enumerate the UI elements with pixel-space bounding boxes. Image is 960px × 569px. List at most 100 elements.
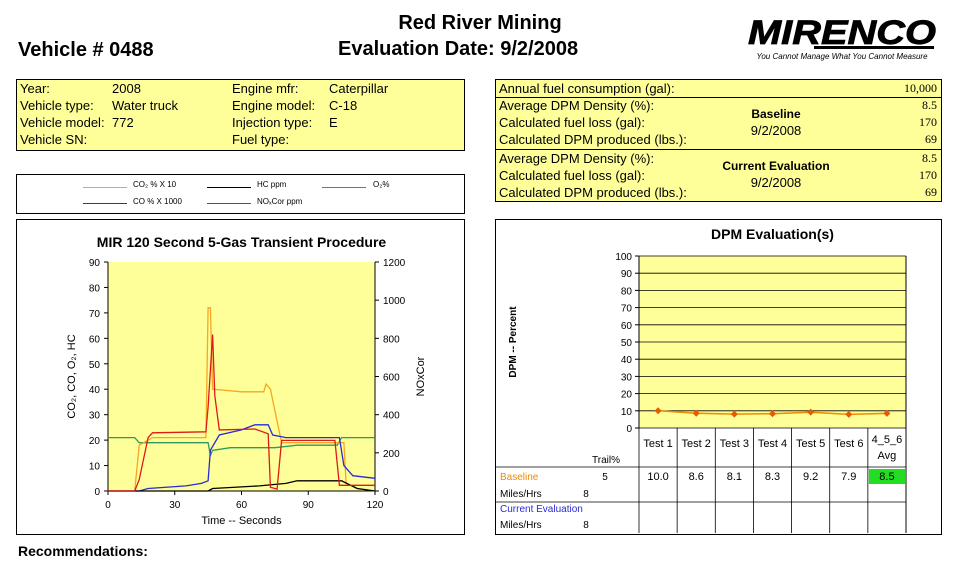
- baseline-point: [654, 407, 662, 415]
- y2-axis-label: NOxCor: [415, 356, 427, 396]
- avg-highlight: [868, 469, 905, 484]
- legend-label-hc: HC ppm: [257, 180, 287, 189]
- y2-tick-label: 400: [383, 411, 400, 422]
- x-tick-label: 90: [303, 500, 315, 511]
- current-section: Average DPM Density (%): 8.5 Calculated f…: [496, 150, 941, 202]
- vehicle-model-label: Vehicle model:: [20, 115, 105, 130]
- trail-label: Trail%: [592, 455, 620, 466]
- vehicle-number: Vehicle # 0488: [18, 39, 154, 61]
- current-loss-value: 170: [919, 168, 937, 182]
- y2-tick-label: 0: [383, 487, 389, 498]
- y-tick-label: 30: [89, 411, 101, 422]
- baseline-produced-label: Calculated DPM produced (lbs.):: [499, 132, 687, 147]
- y2-tick-label: 1200: [383, 258, 406, 269]
- baseline-value: 8.6: [689, 471, 704, 483]
- injection-type-value: E: [329, 115, 338, 130]
- series-line-nox: [108, 334, 375, 492]
- baseline-section: Average DPM Density (%): 8.5 Calculated f…: [496, 97, 941, 150]
- legend-swatch-co: [83, 203, 127, 204]
- vehicle-type-value: Water truck: [112, 98, 178, 113]
- category-label: Test 2: [682, 438, 711, 450]
- current-miles-label: Miles/Hrs: [500, 520, 542, 531]
- y-tick-label: 100: [615, 252, 632, 263]
- y-tick-label: 50: [621, 338, 633, 349]
- baseline-value: 8.1: [727, 471, 742, 483]
- x-axis-label: Time -- Seconds: [201, 515, 282, 527]
- current-miles-value: 8: [583, 520, 589, 531]
- baseline-produced-value: 69: [925, 132, 937, 146]
- baseline-trail: 5: [602, 472, 608, 483]
- category-label: 4_5_6: [872, 434, 903, 446]
- legend-swatch-o2: [322, 187, 366, 188]
- y2-tick-label: 200: [383, 449, 400, 460]
- current-label: Current Evaluation: [500, 504, 583, 515]
- baseline-date: 9/2/2008: [750, 123, 802, 138]
- dpm-evaluation-chart-panel: DPM Evaluation(s) 0 10 20 30 40 50 60 70 80 90 100 D…: [495, 219, 942, 535]
- baseline-miles-label: Miles/Hrs: [500, 489, 542, 500]
- baseline-density-label: Average DPM Density (%):: [499, 98, 655, 113]
- y-tick-label: 60: [89, 334, 101, 345]
- mirenco-logo: MIRENCO: [748, 14, 937, 53]
- injection-type-label: Injection type:: [232, 115, 313, 130]
- category-label: Test 4: [758, 438, 787, 450]
- baseline-point: [769, 410, 776, 418]
- y-tick-label: 70: [89, 309, 101, 320]
- current-produced-value: 69: [925, 185, 937, 199]
- x-tick-label: 120: [367, 500, 384, 511]
- y-tick-label: 60: [621, 321, 633, 332]
- category-label: Test 3: [720, 438, 749, 450]
- y-tick-label: 40: [621, 355, 633, 366]
- y2-tick-label: 1000: [383, 296, 406, 307]
- logo-text: MIRENCO: [748, 14, 936, 52]
- current-produced-label: Calculated DPM produced (lbs.):: [499, 185, 687, 200]
- engine-mfr-label: Engine mfr:: [232, 81, 299, 96]
- legend-label-co2: CO₂ % X 10: [133, 180, 177, 189]
- logo-tagline: You Cannot Manage What You Cannot Measur…: [756, 52, 928, 61]
- baseline-loss-value: 170: [919, 115, 937, 129]
- chart2-title: DPM Evaluation(s): [711, 226, 834, 242]
- category-label: Avg: [878, 450, 897, 462]
- vehicle-info-panel: Year: 2008 Vehicle type: Water truck Veh…: [16, 79, 465, 151]
- baseline-value: 8.5: [879, 471, 894, 483]
- y-tick-label: 20: [621, 390, 633, 401]
- baseline-point: [883, 409, 891, 417]
- baseline-value: 10.0: [647, 471, 668, 483]
- engine-model-value: C-18: [329, 98, 358, 113]
- legend-swatch-nox: [207, 203, 251, 204]
- engine-model-label: Engine model:: [232, 98, 316, 113]
- y-axis-label: DPM -- Percent: [508, 306, 519, 378]
- x-tick-label: 60: [236, 500, 248, 511]
- baseline-point: [845, 410, 853, 418]
- y-tick-label: 80: [89, 283, 101, 294]
- company-title: Red River Mining: [398, 12, 562, 34]
- baseline-label: Baseline: [500, 472, 539, 483]
- year-label: Year:: [20, 81, 50, 96]
- current-title: Current Evaluation: [722, 159, 830, 173]
- baseline-point: [807, 408, 815, 416]
- fuel-summary-panel: Annual fuel consumption (gal): 10,000 Av…: [495, 79, 942, 202]
- y-tick-label: 90: [89, 258, 101, 269]
- y-tick-label: 90: [621, 269, 633, 280]
- baseline-miles-value: 8: [583, 489, 589, 500]
- vehicle-model-value: 772: [112, 115, 134, 130]
- y-tick-label: 10: [621, 407, 633, 418]
- legend-label-o2: O₂%: [373, 180, 390, 189]
- category-label: Test 5: [796, 438, 825, 450]
- baseline-density-value: 8.5: [922, 98, 937, 112]
- current-date: 9/2/2008: [750, 175, 802, 190]
- plot-area: [108, 262, 375, 491]
- year-value: 2008: [112, 81, 141, 96]
- y-tick-label: 0: [94, 487, 100, 498]
- engine-mfr-value: Caterpillar: [329, 81, 389, 96]
- baseline-loss-label: Calculated fuel loss (gal):: [499, 115, 645, 130]
- y2-tick-label: 600: [383, 373, 400, 384]
- evaluation-date: Evaluation Date: 9/2/2008: [338, 38, 579, 60]
- annual-fuel-row: Annual fuel consumption (gal): 10,000: [496, 80, 941, 98]
- current-loss-label: Calculated fuel loss (gal):: [499, 168, 645, 183]
- x-tick-label: 0: [105, 500, 111, 511]
- y-tick-label: 80: [621, 286, 633, 297]
- y-tick-label: 0: [626, 424, 632, 435]
- y-axis-label: CO₂, CO, O₂, HC: [66, 334, 78, 418]
- y-tick-label: 40: [89, 385, 101, 396]
- series-line-co2: [108, 307, 376, 492]
